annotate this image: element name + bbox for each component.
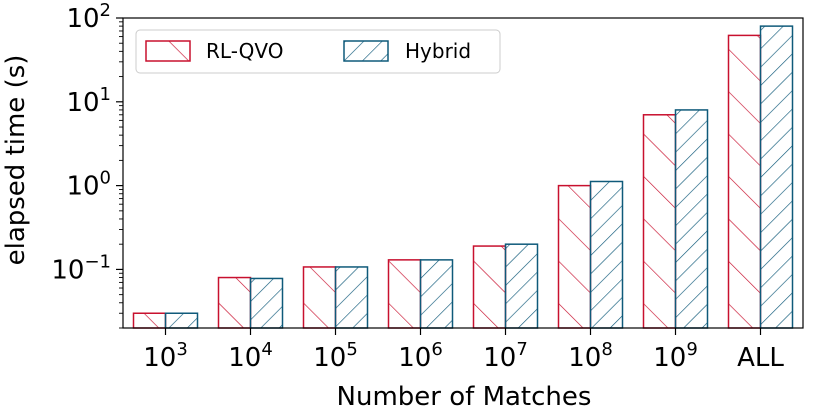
legend-label-hybrid: Hybrid: [405, 39, 471, 63]
bar-hybrid-2: [334, 266, 369, 329]
y-axis-label: elapsed time (s): [1, 55, 31, 266]
bar-hybrid-1: [249, 277, 284, 329]
bar-hybrid-7: [759, 25, 794, 329]
bar-hybrid-4: [504, 243, 539, 329]
legend-swatch-rl-qvo: [145, 40, 191, 62]
x-tick-label-6: 109: [653, 339, 698, 373]
x-tick-label-2: 105: [313, 339, 358, 373]
axes-group: [116, 17, 804, 335]
bar-rl-qvo-4: [472, 245, 507, 329]
bar-hybrid-0: [164, 312, 199, 329]
y-tick-label-1: 100: [66, 168, 111, 202]
bar-rl-qvo-0: [132, 312, 167, 329]
x-tick-label-5: 108: [568, 339, 613, 373]
legend-frame: [135, 29, 501, 74]
bar-rl-qvo-2: [302, 266, 337, 329]
y-tick-label-3: 102: [66, 0, 111, 34]
bar-hybrid-3: [419, 259, 454, 329]
bar-hybrid-5: [589, 180, 624, 329]
bars-group: [132, 25, 794, 329]
bar-rl-qvo-6: [642, 114, 677, 329]
y-tick-label-2: 101: [66, 84, 111, 118]
x-axis-label: Number of Matches: [337, 382, 592, 412]
legend: RL-QVO Hybrid: [135, 29, 501, 74]
x-tick-label-1: 104: [228, 339, 273, 373]
bar-rl-qvo-5: [557, 184, 592, 329]
y-tick-labels: 10−1 100 101 102: [51, 0, 111, 285]
bar-rl-qvo-3: [387, 259, 422, 329]
bar-rl-qvo-1: [217, 276, 252, 329]
y-tick-label-0: 10−1: [51, 251, 111, 285]
legend-label-rl-qvo: RL-QVO: [206, 39, 283, 63]
bar-hybrid-6: [674, 109, 709, 329]
x-tick-label-3: 106: [398, 339, 443, 373]
legend-swatch-hybrid: [343, 40, 389, 62]
x-tick-label-7: ALL: [737, 343, 784, 373]
plot-frame: [122, 17, 804, 329]
x-tick-labels: 103 104 105 106 107 108 109 ALL: [143, 339, 784, 373]
x-tick-label-4: 107: [483, 339, 528, 373]
bar-rl-qvo-7: [727, 34, 762, 329]
x-tick-label-0: 103: [143, 339, 188, 373]
